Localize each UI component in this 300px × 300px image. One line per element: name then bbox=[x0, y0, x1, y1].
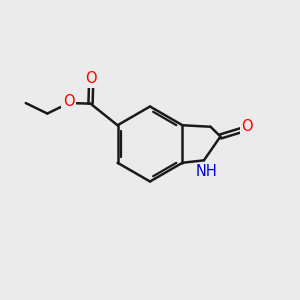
Text: NH: NH bbox=[196, 164, 217, 179]
Text: O: O bbox=[85, 71, 97, 86]
Text: O: O bbox=[242, 119, 253, 134]
Text: O: O bbox=[63, 94, 75, 109]
